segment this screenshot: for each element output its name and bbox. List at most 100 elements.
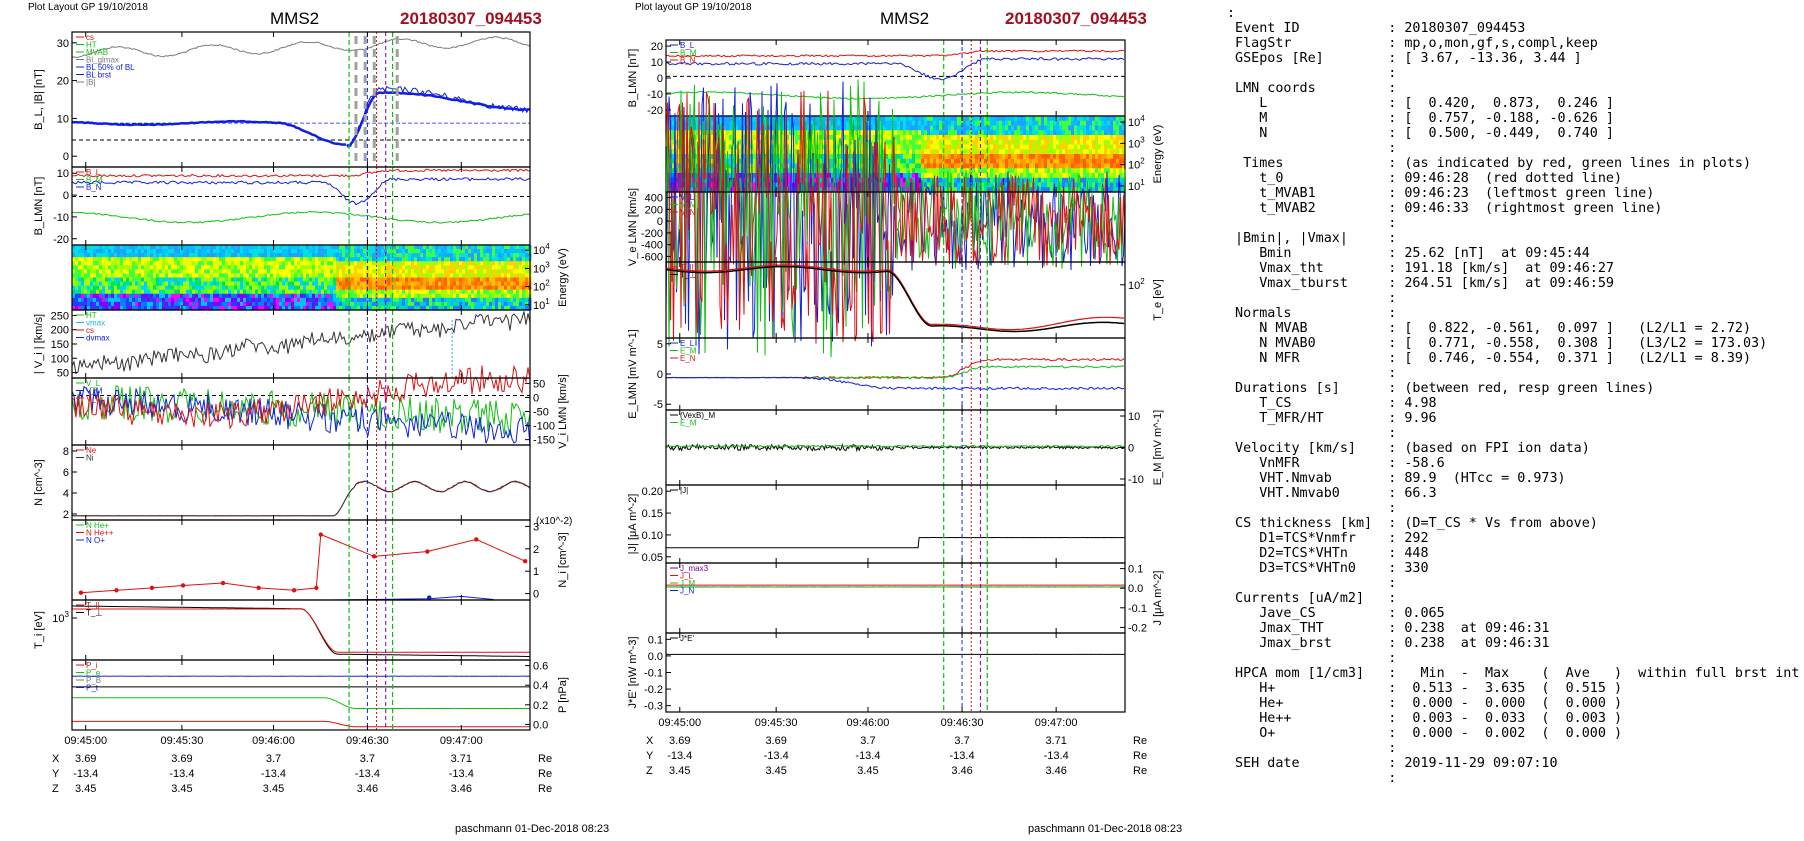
- spectrogram-cell: [381, 285, 385, 291]
- spectrogram-cell: [726, 116, 730, 122]
- spectrogram-cell: [429, 253, 433, 258]
- spectrogram-cell: [369, 257, 373, 262]
- spectrogram-cell: [696, 130, 700, 136]
- spectrogram-cell: [492, 269, 496, 274]
- bl-series: [71, 119, 347, 146]
- spectrogram-cell: [87, 261, 91, 266]
- spectrogram-cell: [489, 253, 493, 258]
- spectrogram-cell: [924, 177, 928, 183]
- spectrogram-cell: [843, 163, 847, 169]
- spectrogram-cell: [414, 261, 418, 266]
- spectrogram-cell: [477, 245, 481, 250]
- spectrogram-cell: [909, 125, 913, 131]
- spectrogram-cell: [519, 269, 523, 274]
- spectrogram-cell: [267, 265, 271, 270]
- spectrogram-cell: [429, 273, 433, 278]
- spectrogram-cell: [360, 301, 364, 307]
- spectrogram-cell: [294, 289, 298, 295]
- spectrogram-cell: [150, 281, 154, 287]
- spectrogram-cell: [96, 265, 100, 270]
- spectrogram-cell: [828, 125, 832, 131]
- spectrogram-cell: [207, 289, 211, 295]
- spectrogram-cell: [195, 289, 199, 295]
- spectrogram-cell: [309, 301, 313, 307]
- spectrogram-cell: [126, 297, 130, 303]
- spectrogram-cell: [336, 265, 340, 270]
- spectrogram-cell: [243, 245, 247, 250]
- spectrogram-cell: [999, 187, 1003, 193]
- spectrogram-cell: [231, 261, 235, 266]
- spectrogram-cell: [372, 261, 376, 266]
- spectrogram-cell: [72, 253, 76, 258]
- spacecraft-label: MMS2: [880, 9, 929, 28]
- spectrogram-cell: [138, 277, 142, 283]
- spectrogram-cell: [399, 253, 403, 258]
- spectrogram-cell: [345, 281, 349, 287]
- spectrogram-cell: [276, 305, 280, 311]
- spectrogram-cell: [726, 120, 730, 126]
- spectrogram-cell: [999, 158, 1003, 164]
- spectrogram-cell: [999, 139, 1003, 145]
- spectrogram-cell: [726, 130, 730, 136]
- spectrogram-cell: [363, 257, 367, 262]
- spectrogram-cell: [984, 168, 988, 174]
- spectrogram-cell: [153, 301, 157, 307]
- spectrogram-cell: [957, 130, 961, 136]
- spectrogram-cell: [294, 277, 298, 283]
- spectrogram-cell: [483, 301, 487, 307]
- spectrogram-cell: [81, 273, 85, 278]
- spectrogram-cell: [438, 297, 442, 303]
- spectrogram-cell: [81, 265, 85, 270]
- spectrogram-cell: [1029, 173, 1033, 179]
- spectrogram-cell: [123, 297, 127, 303]
- spectrogram-cell: [189, 261, 193, 266]
- spectrogram-cell: [1014, 120, 1018, 126]
- spectrogram-cell: [753, 125, 757, 131]
- spectrogram-cell: [402, 257, 406, 262]
- spectrogram-cell: [273, 257, 277, 262]
- spectrogram-cell: [105, 261, 109, 266]
- spectrogram-cell: [831, 154, 835, 160]
- spectrogram-cell: [492, 285, 496, 291]
- spectrogram-cell: [981, 173, 985, 179]
- spectrogram-cell: [1032, 120, 1036, 126]
- spectrogram-cell: [933, 173, 937, 179]
- spectrogram-cell: [330, 269, 334, 274]
- spectrogram-cell: [390, 253, 394, 258]
- spectrogram-cell: [894, 163, 898, 169]
- spectrogram-cell: [84, 277, 88, 283]
- spectrogram-cell: [171, 253, 175, 258]
- spectrogram-cell: [729, 158, 733, 164]
- spectrogram-cell: [273, 265, 277, 270]
- spectrogram-cell: [894, 120, 898, 126]
- spectrogram-cell: [222, 261, 226, 266]
- spectrogram-cell: [282, 293, 286, 299]
- spectrogram-cell: [696, 173, 700, 179]
- spectrogram-cell: [162, 285, 166, 291]
- spectrogram-cell: [369, 281, 373, 287]
- spectrogram-cell: [390, 265, 394, 270]
- spectrogram-cell: [381, 281, 385, 287]
- spectrogram-cell: [522, 277, 526, 283]
- spectrogram-cell: [336, 257, 340, 262]
- spectrogram-cell: [966, 130, 970, 136]
- spectrogram-cell: [219, 297, 223, 303]
- spectrogram-cell: [1065, 116, 1069, 122]
- spectrogram-cell: [753, 182, 757, 188]
- spectrogram-cell: [309, 293, 313, 299]
- spectrogram-cell: [807, 187, 811, 193]
- legend-entry: T_⊥: [86, 609, 102, 618]
- spectrogram-cell: [738, 182, 742, 188]
- spectrogram-cell: [168, 265, 172, 270]
- spectrogram-cell: [411, 253, 415, 258]
- spectrogram-cell: [444, 261, 448, 266]
- spectrogram-cell: [939, 130, 943, 136]
- spectrogram-cell: [849, 163, 853, 169]
- spectrogram-cell: [432, 269, 436, 274]
- spectrogram-cell: [414, 269, 418, 274]
- spectrogram-cell: [1062, 149, 1066, 155]
- spectrogram-cell: [903, 158, 907, 164]
- spectrogram-cell: [507, 245, 511, 250]
- spectrogram-cell: [933, 139, 937, 145]
- spectrogram-cell: [1050, 149, 1054, 155]
